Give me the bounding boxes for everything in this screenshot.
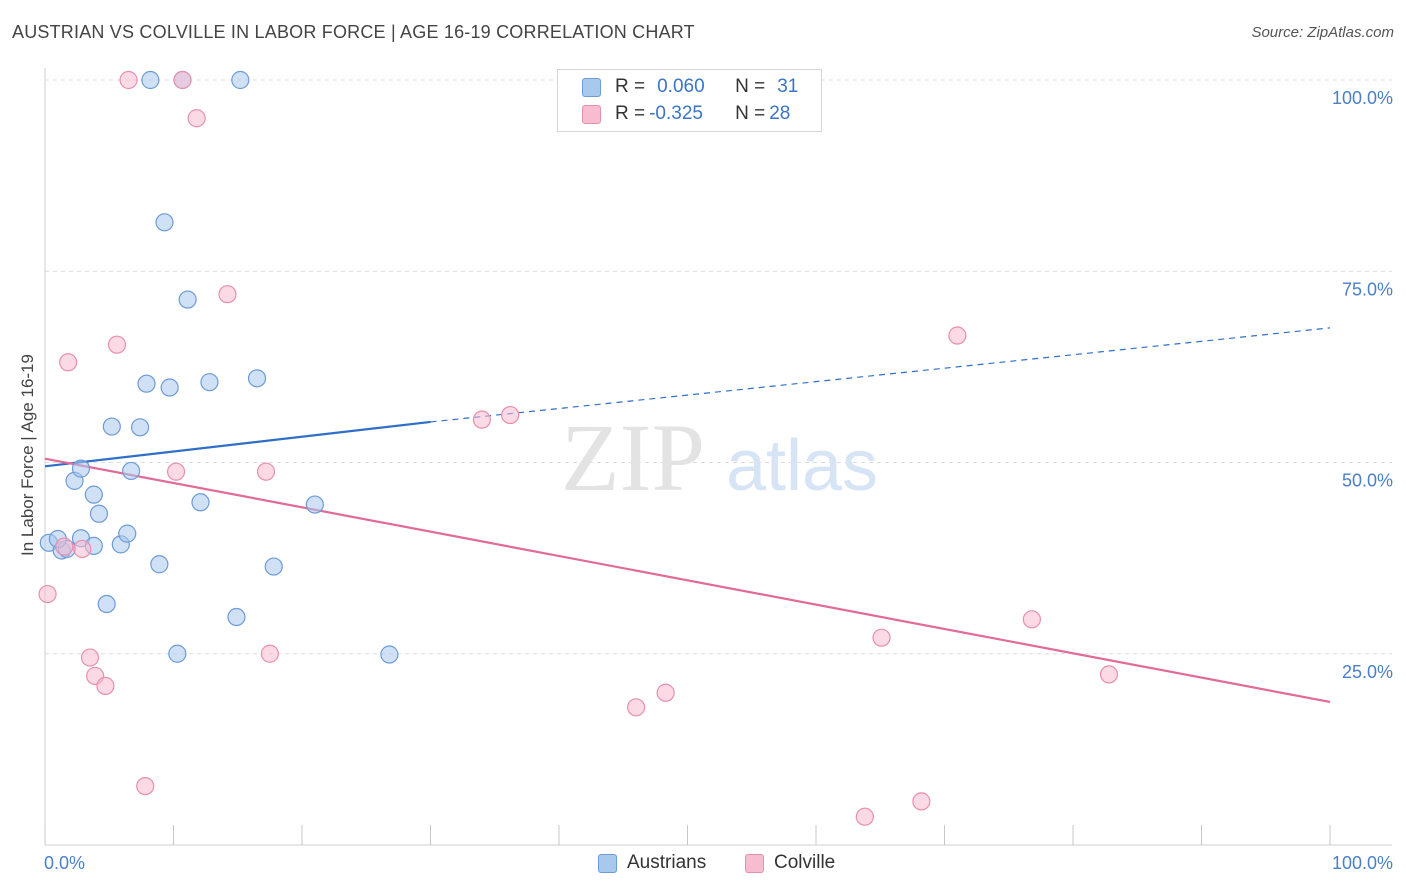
point-colville: [218, 285, 237, 304]
point-austrians: [89, 504, 109, 523]
point-austrians: [305, 495, 324, 514]
point-austrians: [231, 70, 250, 90]
legend-swatch-pink: [582, 104, 601, 124]
y-tick-label-75: 75.0%: [1342, 279, 1393, 299]
point-colville: [173, 70, 192, 90]
point-colville: [256, 462, 276, 481]
legend-r-value: 0.060: [657, 76, 705, 97]
point-colville: [38, 584, 57, 604]
legend-n-label: N =: [735, 76, 766, 97]
legend-row-austrians: R = 0.060 N = 31: [558, 74, 798, 100]
point-austrians: [102, 417, 121, 436]
legend-swatch-pink: [745, 853, 764, 873]
trend-lines: [44, 327, 1331, 704]
watermark-atlas: atlas: [726, 426, 878, 506]
bottom-legend-austrians: Austrians: [598, 852, 706, 874]
point-colville: [55, 537, 74, 556]
point-austrians: [178, 290, 197, 309]
y-tick-label-50: 50.0%: [1342, 471, 1393, 491]
point-austrians: [227, 607, 246, 627]
point-colville: [472, 410, 491, 429]
point-colville: [1099, 665, 1119, 684]
y-tick-label-100: 100.0%: [1332, 88, 1393, 108]
point-austrians: [118, 524, 137, 543]
axes: [44, 68, 1392, 846]
x-tick-labels: 0.0% 100.0%: [44, 853, 1393, 873]
point-colville: [501, 405, 520, 425]
point-colville: [166, 462, 186, 481]
watermark: ZIP atlas: [561, 404, 878, 511]
point-colville: [119, 70, 138, 90]
y-tick-label-25: 25.0%: [1342, 662, 1393, 682]
trend-line-colville: [44, 457, 1331, 704]
point-austrians: [380, 645, 399, 664]
point-colville: [912, 792, 931, 811]
legend-row-colville: R = -0.325 N = 28: [558, 101, 790, 127]
legend: R = 0.060 N = 31 R = -0.325 N = 28: [557, 69, 822, 132]
x-tick-label-max: 100.0%: [1332, 853, 1393, 873]
legend-r-label: R =: [615, 103, 646, 124]
point-colville: [1022, 610, 1041, 629]
legend-label-austrians: Austrians: [627, 852, 707, 873]
point-austrians: [150, 555, 169, 574]
point-austrians: [155, 213, 174, 232]
point-colville: [656, 683, 675, 702]
data-points: [38, 70, 1119, 826]
point-austrians: [141, 70, 160, 90]
point-austrians: [121, 461, 141, 481]
legend-r-label: R =: [615, 76, 646, 97]
point-colville: [96, 676, 115, 695]
point-colville: [136, 776, 155, 796]
point-colville: [80, 648, 100, 667]
source-label: Source: ZipAtlas.com: [1251, 24, 1394, 41]
chart-title: AUSTRIAN VS COLVILLE IN LABOR FORCE | AG…: [12, 22, 695, 42]
point-austrians: [168, 644, 187, 663]
x-tick-label-min: 0.0%: [44, 853, 85, 873]
point-austrians: [200, 373, 219, 392]
point-colville: [73, 539, 92, 559]
bottom-legend-colville: Colville: [745, 852, 835, 874]
point-colville: [626, 698, 646, 717]
point-austrians: [191, 493, 210, 512]
point-austrians: [264, 557, 283, 576]
point-colville: [187, 109, 206, 128]
legend-swatch-blue: [598, 853, 617, 873]
point-austrians: [84, 485, 103, 504]
trend-line-austrians-extension: [430, 327, 1331, 423]
point-austrians: [247, 369, 267, 388]
legend-n-value: 31: [777, 76, 799, 97]
gridlines: [45, 79, 1392, 655]
point-colville: [59, 353, 78, 372]
point-austrians: [137, 374, 156, 393]
point-colville: [855, 807, 874, 826]
point-colville: [107, 335, 127, 354]
y-tick-labels: 25.0% 50.0% 75.0% 100.0%: [1332, 88, 1393, 682]
trend-line-austrians: [44, 420, 431, 468]
point-colville: [260, 644, 279, 663]
point-austrians: [130, 418, 150, 437]
legend-label-colville: Colville: [774, 852, 836, 873]
point-colville: [872, 628, 891, 647]
legend-n-value: 28: [769, 103, 791, 124]
point-austrians: [97, 594, 116, 614]
point-austrians: [160, 378, 179, 397]
point-colville: [948, 326, 967, 345]
legend-n-label: N =: [735, 103, 766, 124]
point-austrians: [71, 459, 91, 478]
legend-swatch-blue: [582, 77, 601, 97]
legend-r-value: -0.325: [649, 103, 703, 124]
watermark-zip: ZIP: [561, 404, 705, 511]
